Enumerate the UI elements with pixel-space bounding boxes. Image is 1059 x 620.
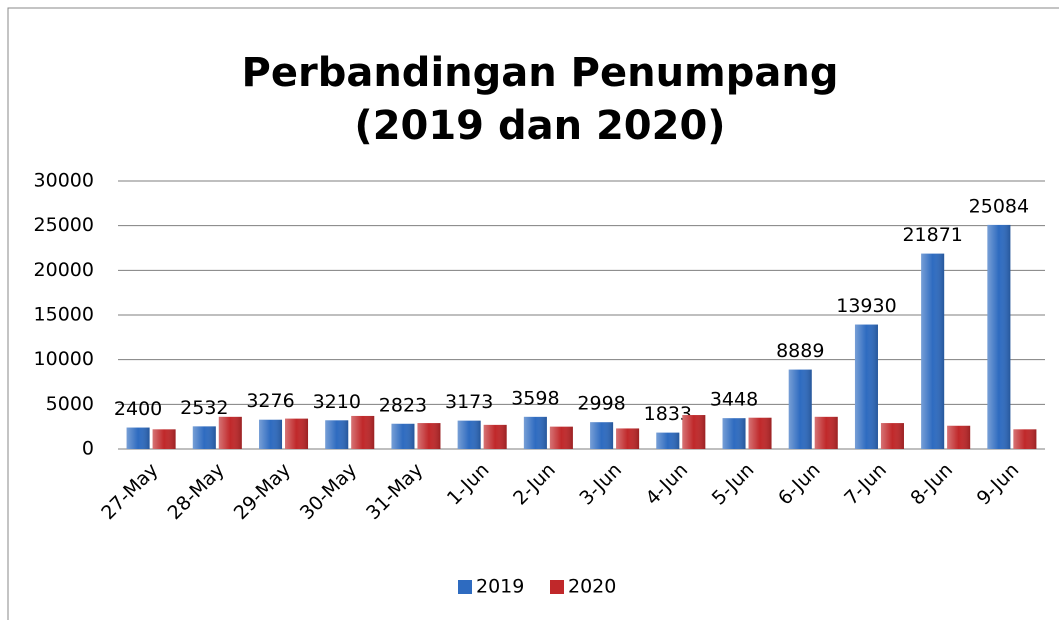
bar-shine — [947, 425, 971, 449]
data-label: 21871 — [902, 224, 962, 246]
y-tick-label: 30000 — [34, 170, 94, 192]
x-tick-label: 2-Jun — [509, 459, 560, 510]
data-label: 13930 — [836, 295, 896, 317]
x-tick-label: 30-May — [296, 459, 361, 524]
bar-shine — [285, 418, 309, 449]
bar-shine — [590, 422, 614, 449]
x-tick-label: 7-Jun — [840, 459, 891, 510]
bar-shine — [921, 253, 945, 449]
bar-shine — [391, 423, 415, 449]
x-tick-label: 28-May — [163, 459, 228, 524]
bar-shine — [788, 369, 812, 449]
x-tick-label: 3-Jun — [575, 459, 626, 510]
y-tick-label: 15000 — [34, 304, 94, 326]
data-label: 2532 — [180, 397, 228, 419]
bar-shine — [682, 415, 706, 449]
bar-shine — [192, 426, 216, 449]
chart-border — [7, 7, 1059, 620]
bar-shine — [722, 418, 746, 449]
data-label: 2998 — [577, 393, 625, 415]
bar-shine — [854, 324, 878, 449]
data-label: 2400 — [114, 398, 162, 420]
chart-title: Perbandingan Penumpang — [242, 50, 839, 96]
y-tick-label: 10000 — [34, 348, 94, 370]
bar-shine — [325, 420, 349, 449]
x-tick-label: 27-May — [97, 459, 162, 524]
x-tick-label: 31-May — [362, 459, 427, 524]
bar-shine — [880, 423, 904, 449]
bar-shine — [218, 416, 242, 449]
data-label: 8889 — [776, 340, 824, 362]
legend-label: 2019 — [476, 576, 524, 598]
bar-shine — [616, 428, 640, 449]
y-tick-label: 0 — [82, 438, 94, 460]
x-tick-label: 1-Jun — [443, 459, 494, 510]
legend-label: 2020 — [568, 576, 616, 598]
data-label: 3448 — [710, 389, 758, 411]
data-label: 3598 — [511, 387, 559, 409]
bar-shine — [351, 415, 375, 449]
bar-shine — [152, 429, 176, 449]
x-tick-label: 6-Jun — [774, 459, 825, 510]
x-tick-label: 9-Jun — [973, 459, 1024, 510]
x-tick-label: 4-Jun — [642, 459, 693, 510]
data-label: 2823 — [379, 394, 427, 416]
bar-shine — [748, 417, 772, 449]
y-tick-label: 25000 — [34, 214, 94, 236]
y-tick-label: 20000 — [34, 259, 94, 281]
bar-shine — [814, 416, 838, 449]
bar-shine — [987, 224, 1011, 449]
x-tick-label: 8-Jun — [906, 459, 957, 510]
bar-shine — [523, 416, 547, 449]
data-label: 25084 — [969, 195, 1029, 217]
bar-shine — [656, 432, 680, 449]
bar-shine — [417, 423, 441, 449]
bar-shine — [259, 419, 283, 449]
bar-shine — [457, 420, 481, 449]
bar-shine — [126, 427, 150, 449]
data-label: 1833 — [644, 403, 692, 425]
bar-shine — [483, 424, 507, 449]
bar-shine — [549, 426, 573, 449]
legend-swatch — [458, 580, 472, 594]
x-tick-label: 5-Jun — [708, 459, 759, 510]
legend-swatch — [550, 580, 564, 594]
bar-shine — [1013, 429, 1037, 449]
data-label: 3173 — [445, 391, 493, 413]
x-tick-label: 29-May — [230, 459, 295, 524]
y-tick-label: 5000 — [46, 393, 94, 415]
chart-title: (2019 dan 2020) — [354, 103, 725, 149]
data-label: 3210 — [313, 391, 361, 413]
data-label: 3276 — [246, 390, 294, 412]
